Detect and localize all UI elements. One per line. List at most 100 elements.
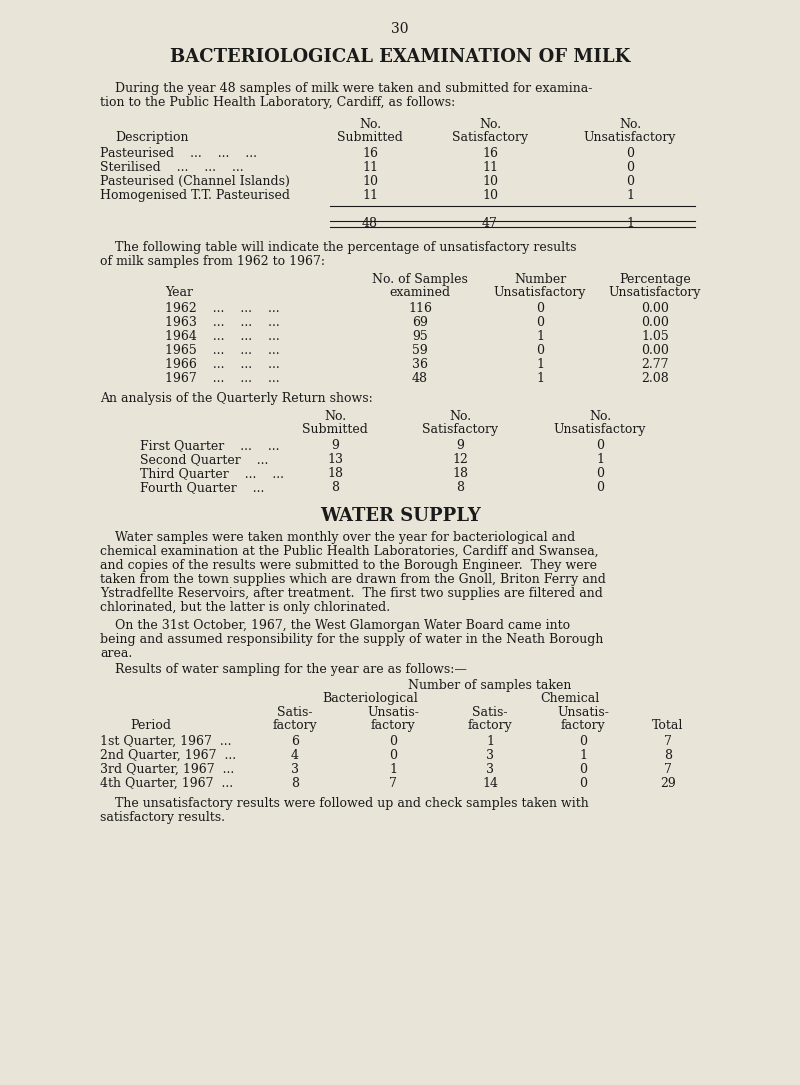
- Text: Description: Description: [115, 131, 189, 144]
- Text: 3: 3: [291, 763, 299, 776]
- Text: Unsatis-: Unsatis-: [367, 706, 419, 719]
- Text: Ystradfellte Reservoirs, after treatment.  The first two supplies are filtered a: Ystradfellte Reservoirs, after treatment…: [100, 587, 603, 600]
- Text: 1967    ...    ...    ...: 1967 ... ... ...: [165, 372, 280, 385]
- Text: 2nd Quarter, 1967  ...: 2nd Quarter, 1967 ...: [100, 749, 236, 762]
- Text: 18: 18: [327, 467, 343, 480]
- Text: No.: No.: [324, 410, 346, 423]
- Text: Results of water sampling for the year are as follows:—: Results of water sampling for the year a…: [115, 663, 467, 676]
- Text: 1966    ...    ...    ...: 1966 ... ... ...: [165, 358, 280, 371]
- Text: tion to the Public Health Laboratory, Cardiff, as follows:: tion to the Public Health Laboratory, Ca…: [100, 95, 455, 108]
- Text: Pasteurised    ...    ...    ...: Pasteurised ... ... ...: [100, 146, 257, 159]
- Text: 0: 0: [389, 735, 397, 748]
- Text: 10: 10: [362, 175, 378, 188]
- Text: 0: 0: [536, 344, 544, 357]
- Text: Fourth Quarter    ...: Fourth Quarter ...: [140, 481, 264, 494]
- Text: 0: 0: [389, 749, 397, 762]
- Text: 11: 11: [482, 161, 498, 174]
- Text: 0: 0: [626, 175, 634, 188]
- Text: On the 31st October, 1967, the West Glamorgan Water Board came into: On the 31st October, 1967, the West Glam…: [115, 620, 570, 631]
- Text: 1963    ...    ...    ...: 1963 ... ... ...: [165, 316, 280, 329]
- Text: 14: 14: [482, 777, 498, 790]
- Text: taken from the town supplies which are drawn from the Gnoll, Briton Ferry and: taken from the town supplies which are d…: [100, 573, 606, 586]
- Text: Number of samples taken: Number of samples taken: [408, 679, 572, 692]
- Text: 16: 16: [482, 146, 498, 159]
- Text: 116: 116: [408, 302, 432, 315]
- Text: 0: 0: [596, 467, 604, 480]
- Text: Unsatisfactory: Unsatisfactory: [554, 423, 646, 436]
- Text: Water samples were taken monthly over the year for bacteriological and: Water samples were taken monthly over th…: [115, 531, 575, 544]
- Text: 3rd Quarter, 1967  ...: 3rd Quarter, 1967 ...: [100, 763, 234, 776]
- Text: 1st Quarter, 1967  ...: 1st Quarter, 1967 ...: [100, 735, 231, 748]
- Text: Second Quarter    ...: Second Quarter ...: [140, 454, 268, 465]
- Text: No.: No.: [619, 118, 641, 131]
- Text: No.: No.: [589, 410, 611, 423]
- Text: Number: Number: [514, 273, 566, 286]
- Text: 4th Quarter, 1967  ...: 4th Quarter, 1967 ...: [100, 777, 233, 790]
- Text: 0: 0: [626, 146, 634, 159]
- Text: First Quarter    ...    ...: First Quarter ... ...: [140, 439, 279, 452]
- Text: 95: 95: [412, 330, 428, 343]
- Text: examined: examined: [390, 286, 450, 299]
- Text: Period: Period: [130, 719, 171, 732]
- Text: 47: 47: [482, 217, 498, 230]
- Text: BACTERIOLOGICAL EXAMINATION OF MILK: BACTERIOLOGICAL EXAMINATION OF MILK: [170, 48, 630, 66]
- Text: 10: 10: [482, 175, 498, 188]
- Text: Satisfactory: Satisfactory: [422, 423, 498, 436]
- Text: 11: 11: [362, 189, 378, 202]
- Text: 0: 0: [579, 735, 587, 748]
- Text: chemical examination at the Public Health Laboratories, Cardiff and Swansea,: chemical examination at the Public Healt…: [100, 545, 598, 558]
- Text: 3: 3: [486, 749, 494, 762]
- Text: chlorinated, but the latter is only chlorinated.: chlorinated, but the latter is only chlo…: [100, 601, 390, 614]
- Text: 29: 29: [660, 777, 676, 790]
- Text: 7: 7: [664, 763, 672, 776]
- Text: 2.77: 2.77: [642, 358, 669, 371]
- Text: 1: 1: [579, 749, 587, 762]
- Text: 7: 7: [664, 735, 672, 748]
- Text: 36: 36: [412, 358, 428, 371]
- Text: factory: factory: [561, 719, 606, 732]
- Text: area.: area.: [100, 647, 132, 660]
- Text: 16: 16: [362, 146, 378, 159]
- Text: 30: 30: [391, 22, 409, 36]
- Text: The following table will indicate the percentage of unsatisfactory results: The following table will indicate the pe…: [115, 241, 577, 254]
- Text: being and assumed responsibility for the supply of water in the Neath Borough: being and assumed responsibility for the…: [100, 633, 603, 646]
- Text: 8: 8: [291, 777, 299, 790]
- Text: 18: 18: [452, 467, 468, 480]
- Text: 1: 1: [536, 372, 544, 385]
- Text: satisfactory results.: satisfactory results.: [100, 810, 225, 824]
- Text: Third Quarter    ...    ...: Third Quarter ... ...: [140, 467, 284, 480]
- Text: 1: 1: [626, 217, 634, 230]
- Text: No. of Samples: No. of Samples: [372, 273, 468, 286]
- Text: 0: 0: [596, 481, 604, 494]
- Text: 48: 48: [412, 372, 428, 385]
- Text: and copies of the results were submitted to the Borough Engineer.  They were: and copies of the results were submitted…: [100, 559, 597, 572]
- Text: 0.00: 0.00: [641, 316, 669, 329]
- Text: Year: Year: [165, 286, 193, 299]
- Text: 3: 3: [486, 763, 494, 776]
- Text: 1: 1: [389, 763, 397, 776]
- Text: 8: 8: [456, 481, 464, 494]
- Text: 59: 59: [412, 344, 428, 357]
- Text: factory: factory: [468, 719, 512, 732]
- Text: Bacteriological: Bacteriological: [322, 692, 418, 705]
- Text: of milk samples from 1962 to 1967:: of milk samples from 1962 to 1967:: [100, 255, 325, 268]
- Text: Sterilised    ...    ...    ...: Sterilised ... ... ...: [100, 161, 244, 174]
- Text: 1: 1: [536, 358, 544, 371]
- Text: 1965    ...    ...    ...: 1965 ... ... ...: [165, 344, 280, 357]
- Text: Submitted: Submitted: [337, 131, 403, 144]
- Text: 1962    ...    ...    ...: 1962 ... ... ...: [165, 302, 280, 315]
- Text: 8: 8: [331, 481, 339, 494]
- Text: 11: 11: [362, 161, 378, 174]
- Text: 9: 9: [331, 439, 339, 452]
- Text: 13: 13: [327, 454, 343, 465]
- Text: Unsatisfactory: Unsatisfactory: [584, 131, 676, 144]
- Text: Pasteurised (Channel Islands): Pasteurised (Channel Islands): [100, 175, 290, 188]
- Text: 0.00: 0.00: [641, 344, 669, 357]
- Text: 1: 1: [626, 189, 634, 202]
- Text: Satisfactory: Satisfactory: [452, 131, 528, 144]
- Text: 7: 7: [389, 777, 397, 790]
- Text: Submitted: Submitted: [302, 423, 368, 436]
- Text: Chemical: Chemical: [540, 692, 600, 705]
- Text: factory: factory: [370, 719, 415, 732]
- Text: 48: 48: [362, 217, 378, 230]
